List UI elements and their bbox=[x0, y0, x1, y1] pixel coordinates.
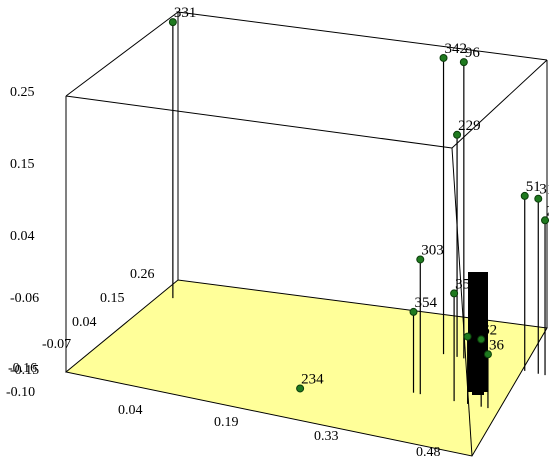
data-point bbox=[450, 289, 459, 298]
data-point bbox=[477, 335, 486, 344]
point-label: 23 bbox=[546, 203, 549, 219]
y-tick-label: 0.04 bbox=[72, 315, 97, 330]
box-edge-front-right bbox=[451, 147, 473, 457]
data-point bbox=[453, 130, 462, 139]
point-label: 36 bbox=[489, 337, 505, 353]
point-label: 31 bbox=[539, 182, 549, 198]
box-edge-top-left bbox=[65, 11, 179, 97]
data-point bbox=[520, 191, 529, 200]
z-tick-label: 0.15 bbox=[10, 157, 35, 172]
point-label: 331 bbox=[174, 5, 197, 21]
point-label: 34 bbox=[469, 320, 485, 336]
x-tick-label: 0.48 bbox=[416, 445, 441, 460]
point-label: 62 bbox=[482, 322, 497, 338]
point-label: 350 bbox=[455, 276, 478, 292]
x-tick-label: 0.19 bbox=[214, 415, 239, 430]
data-point bbox=[416, 255, 425, 264]
z-tick-label: -0.06 bbox=[10, 291, 39, 306]
point-label: 303 bbox=[421, 242, 444, 258]
dense-point-cluster bbox=[468, 272, 488, 395]
z-bottom-label: -0.10 bbox=[6, 385, 35, 400]
data-point bbox=[534, 194, 543, 203]
data-point bbox=[296, 384, 305, 393]
y-tick-label: 0.26 bbox=[130, 267, 155, 282]
point-label: 342 bbox=[445, 41, 468, 57]
point-label: 229 bbox=[458, 118, 481, 134]
point-label: 354 bbox=[415, 295, 438, 311]
point-label: 96 bbox=[465, 45, 481, 61]
x-tick-label: 0.33 bbox=[314, 429, 339, 444]
z-tick-label: 0.04 bbox=[10, 229, 35, 244]
y-tick-label: -0.07 bbox=[42, 337, 71, 352]
data-point bbox=[439, 53, 448, 62]
box-edge-top-right bbox=[451, 59, 548, 149]
data-point bbox=[409, 307, 418, 316]
data-point bbox=[459, 58, 468, 67]
data-point bbox=[483, 350, 492, 359]
data-point bbox=[463, 332, 472, 341]
points-layer: 3313429622930335035451312032368903462361… bbox=[168, 5, 549, 409]
x-tick-label: 0.04 bbox=[118, 403, 143, 418]
box-edge-top-back bbox=[177, 11, 548, 61]
box-edge-top-front bbox=[65, 95, 453, 149]
point-label: 234 bbox=[301, 371, 324, 387]
z-tick-label: 0.25 bbox=[10, 85, 35, 100]
z-floor-label: -0.15 bbox=[10, 363, 39, 378]
y-tick-label: 0.15 bbox=[100, 291, 125, 306]
data-point bbox=[168, 18, 177, 27]
z-tick-label: -0.16 bbox=[8, 361, 37, 376]
point-label: 51 bbox=[526, 179, 541, 195]
